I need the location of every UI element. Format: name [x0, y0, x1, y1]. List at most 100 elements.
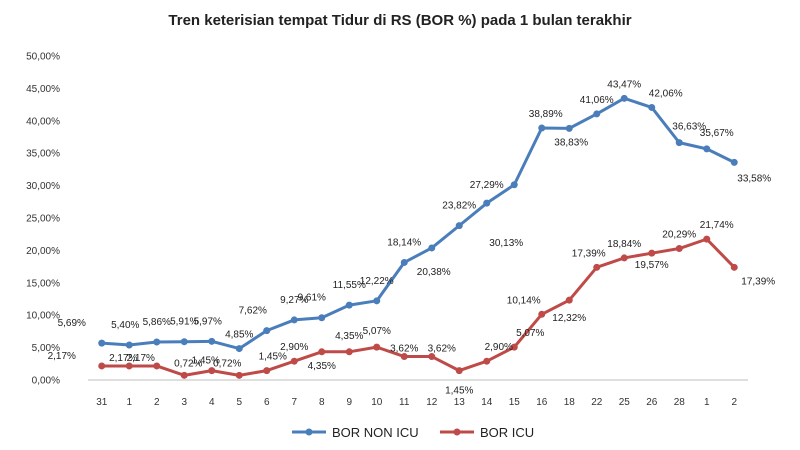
data-point [428, 353, 436, 361]
data-point [98, 339, 106, 347]
x-tick-label: 10 [371, 397, 383, 408]
x-tick-label: 8 [319, 397, 325, 408]
data-point [208, 337, 216, 345]
data-point [180, 338, 188, 346]
data-point [235, 371, 243, 379]
data-label: 1,45% [445, 386, 473, 397]
y-tick-label: 10,00% [26, 311, 60, 322]
data-label: 42,06% [649, 88, 683, 99]
x-tick-label: 4 [209, 397, 215, 408]
data-label: 1,45% [259, 352, 287, 363]
data-label: 38,89% [529, 109, 563, 120]
data-point [593, 110, 601, 118]
x-tick-label: 26 [646, 397, 658, 408]
data-point [98, 362, 106, 370]
y-tick-label: 25,00% [26, 214, 60, 225]
legend-label: BOR NON ICU [332, 425, 419, 440]
data-point [483, 357, 491, 365]
data-label: 0,72% [174, 358, 202, 369]
data-point [290, 357, 298, 365]
data-point [373, 343, 381, 351]
data-label: 17,39% [572, 248, 606, 259]
x-tick-label: 2 [731, 397, 737, 408]
x-tick-label: 25 [619, 397, 631, 408]
data-label: 19,57% [635, 260, 669, 271]
data-point [648, 249, 656, 257]
data-label: 7,62% [239, 306, 267, 317]
data-point [675, 245, 683, 253]
data-label: 43,47% [607, 79, 641, 90]
data-point [565, 296, 573, 304]
x-tick-label: 5 [236, 397, 242, 408]
data-point [153, 338, 161, 346]
x-tick-label: 3 [181, 397, 187, 408]
data-label: 0,72% [213, 358, 241, 369]
x-tick-label: 28 [674, 397, 686, 408]
x-tick-label: 16 [536, 397, 548, 408]
x-tick-label: 14 [481, 397, 493, 408]
data-label: 11,55% [333, 280, 366, 291]
data-label: 23,82% [442, 201, 476, 212]
data-point [400, 258, 408, 266]
x-tick-label: 9 [346, 397, 352, 408]
data-label: 10,14% [507, 295, 541, 306]
x-tick-label: 31 [96, 397, 108, 408]
data-label: 5,91% [170, 317, 198, 328]
data-point [318, 314, 326, 322]
data-label: 4,35% [335, 331, 363, 342]
data-point [318, 348, 326, 356]
y-tick-label: 35,00% [26, 149, 60, 160]
legend-item-bor-icu: BOR ICU [440, 425, 534, 440]
data-point [703, 145, 711, 153]
data-point [153, 362, 161, 370]
data-label: 5,07% [516, 328, 544, 339]
y-tick-label: 0,00% [32, 376, 60, 387]
data-label: 5,07% [363, 326, 391, 337]
data-label: 38,83% [554, 137, 588, 148]
data-point [593, 263, 601, 271]
data-label: 3,62% [390, 344, 418, 355]
data-point [538, 310, 546, 318]
data-point [263, 327, 271, 335]
data-label: 5,97% [194, 316, 222, 327]
series-line-bor-icu [101, 237, 736, 377]
data-label: 12,22% [360, 276, 394, 287]
data-label: 5,40% [111, 320, 139, 331]
x-tick-label: 15 [509, 397, 521, 408]
data-point [510, 181, 518, 189]
data-point [455, 367, 463, 375]
data-label: 1,45% [192, 356, 220, 367]
data-label: 30,13% [489, 238, 523, 249]
legend-label: BOR ICU [480, 425, 534, 440]
y-tick-label: 30,00% [26, 181, 60, 192]
x-tick-label: 1 [126, 397, 132, 408]
y-tick-label: 40,00% [26, 116, 60, 127]
data-label: 17,39% [741, 276, 775, 287]
x-tick-label: 7 [291, 397, 297, 408]
x-tick-label: 11 [399, 397, 410, 408]
data-label: 2,17% [48, 351, 76, 362]
data-point [428, 244, 436, 252]
data-label: 18,84% [607, 239, 641, 250]
data-point [290, 316, 298, 324]
series-line-bor-non-icu [101, 96, 735, 351]
x-tick-label: 12 [426, 397, 438, 408]
x-tick-label: 13 [454, 397, 466, 408]
data-point [345, 301, 353, 309]
data-label: 2,90% [485, 342, 513, 353]
x-tick-label: 18 [564, 397, 576, 408]
data-point [675, 139, 683, 147]
data-point [565, 124, 573, 132]
data-point [208, 367, 216, 375]
data-label: 2,17% [109, 353, 137, 364]
x-tick-label: 22 [591, 397, 603, 408]
y-tick-label: 45,00% [26, 84, 60, 95]
data-point [648, 103, 656, 111]
data-label: 35,67% [700, 128, 734, 139]
data-label: 33,58% [737, 173, 771, 184]
data-point [263, 367, 271, 375]
data-point [620, 94, 628, 102]
data-point [455, 222, 463, 230]
x-tick-label: 1 [704, 397, 710, 408]
